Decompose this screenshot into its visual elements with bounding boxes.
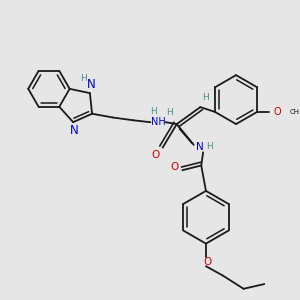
Text: N: N bbox=[70, 124, 79, 137]
Text: H: H bbox=[206, 142, 213, 151]
Text: H: H bbox=[166, 108, 172, 117]
Text: O: O bbox=[204, 257, 212, 267]
Text: H: H bbox=[202, 93, 209, 102]
Text: NH: NH bbox=[151, 117, 165, 127]
Text: H: H bbox=[150, 107, 157, 116]
Text: N: N bbox=[86, 78, 95, 91]
Text: O: O bbox=[273, 107, 281, 117]
Text: H: H bbox=[80, 74, 87, 82]
Text: N: N bbox=[196, 142, 204, 152]
Text: CH₃: CH₃ bbox=[289, 109, 300, 115]
Text: O: O bbox=[171, 162, 179, 172]
Text: O: O bbox=[151, 150, 159, 160]
